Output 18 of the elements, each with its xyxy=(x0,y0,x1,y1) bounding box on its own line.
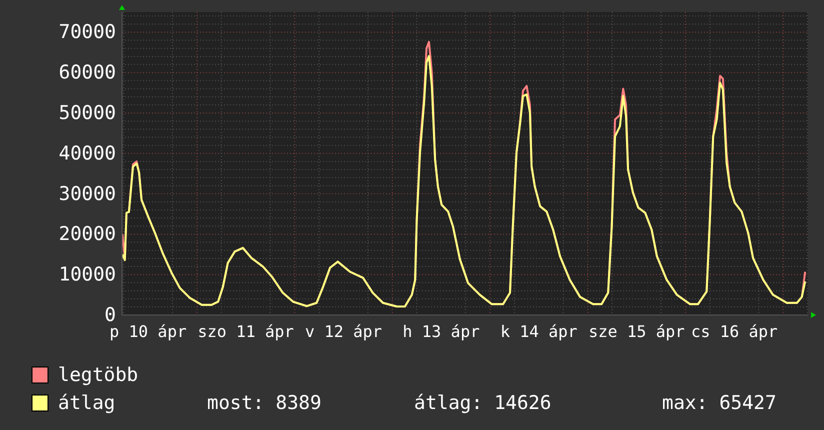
text: most: 8389 xyxy=(207,392,322,414)
x-tick-label: cs 16 ápr xyxy=(690,322,778,341)
y-tick-label: 30000 xyxy=(58,182,116,205)
x-tick-label: sze 15 ápr xyxy=(588,322,686,341)
x-tick-label: szo 11 ápr xyxy=(198,322,294,341)
y-tick-label: 40000 xyxy=(58,142,116,164)
y-tick-label: 60000 xyxy=(58,62,116,84)
text: átlag: 14626 xyxy=(414,392,552,414)
text: max: 65427 xyxy=(662,392,776,414)
x-tick-label: v 12 ápr xyxy=(304,322,382,341)
y-tick-label: 10000 xyxy=(58,264,116,286)
y-tick-label: 70000 xyxy=(58,21,116,44)
legend-label: átlag xyxy=(58,392,116,414)
y-tick-label: 20000 xyxy=(58,223,116,246)
legend-label: legtöbb xyxy=(58,364,138,386)
x-tick-label: h 13 ápr xyxy=(402,322,480,341)
y-tick-label: 50000 xyxy=(58,102,116,124)
x-tick-label: k 14 ápr xyxy=(500,322,578,341)
